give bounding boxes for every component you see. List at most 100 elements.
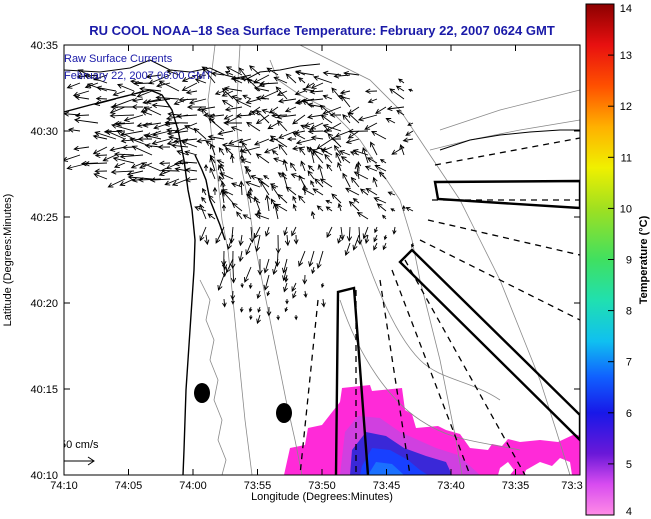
current-arrow — [298, 174, 306, 188]
current-arrow — [105, 130, 126, 140]
current-arrow — [254, 226, 261, 239]
colorbar-tick-label: 10 — [620, 203, 632, 215]
current-arrow — [294, 69, 315, 76]
current-arrow — [359, 188, 369, 196]
current-arrow — [253, 74, 270, 84]
current-arrow — [311, 266, 316, 275]
current-arrow — [326, 163, 333, 172]
x-tick-label: 73:35 — [502, 480, 530, 492]
current-arrow — [337, 202, 343, 212]
colorbar-tick-label: 5 — [626, 459, 632, 471]
current-arrow — [245, 193, 261, 204]
current-arrow — [271, 149, 279, 156]
current-arrow — [207, 213, 216, 220]
current-arrow — [225, 66, 243, 76]
current-arrow — [390, 208, 396, 212]
current-arrow — [325, 199, 333, 204]
overlay-date: February 22, 2007 06:00 GMT — [64, 70, 212, 82]
current-arrow — [322, 70, 342, 76]
current-arrow — [208, 117, 225, 132]
current-arrow — [145, 98, 171, 105]
current-arrow — [218, 147, 225, 156]
current-arrow — [257, 177, 270, 188]
current-arrow — [293, 234, 299, 245]
x-tick-label: 73:50 — [308, 480, 336, 492]
current-arrow — [240, 282, 244, 289]
current-arrow — [204, 234, 210, 246]
current-arrow — [245, 242, 252, 256]
current-arrow — [186, 104, 207, 110]
current-arrow — [185, 89, 198, 95]
current-arrow — [74, 112, 90, 119]
current-arrow — [248, 282, 253, 290]
current-arrow — [353, 171, 369, 180]
current-arrow — [143, 106, 162, 116]
current-arrow — [307, 114, 324, 120]
current-arrow — [160, 167, 180, 174]
current-arrow — [171, 143, 189, 149]
current-arrow — [137, 136, 153, 142]
current-arrow — [139, 162, 153, 169]
current-arrow — [278, 143, 288, 156]
current-arrow — [223, 120, 243, 126]
current-arrow — [382, 214, 387, 220]
current-arrow — [320, 148, 333, 156]
current-arrow — [92, 146, 108, 155]
current-arrow — [395, 85, 405, 92]
current-arrow — [229, 226, 235, 244]
current-arrow — [253, 195, 261, 212]
x-axis-label: Longitude (Degrees:Minutes) — [251, 491, 393, 503]
current-arrow — [249, 226, 255, 244]
current-arrow — [343, 70, 360, 77]
x-tick-label: 73:40 — [437, 480, 465, 492]
current-arrow — [250, 110, 261, 116]
current-arrow — [83, 161, 108, 167]
current-arrow — [164, 119, 189, 126]
current-arrow — [184, 150, 198, 156]
radial-spokes — [299, 137, 580, 475]
current-arrow — [291, 226, 297, 237]
current-arrow — [263, 274, 270, 291]
current-arrow — [131, 177, 144, 183]
current-arrow — [203, 163, 209, 171]
current-arrow — [249, 314, 253, 321]
current-arrow — [193, 127, 207, 140]
current-arrow — [273, 76, 288, 84]
current-arrow — [239, 154, 245, 164]
current-arrow — [396, 109, 405, 116]
x-tick-label: 73:45 — [373, 480, 401, 492]
current-arrow — [264, 194, 271, 212]
current-arrow — [222, 298, 227, 308]
current-arrow — [224, 106, 243, 112]
colorbar-tick-label: 9 — [626, 255, 632, 267]
current-arrow — [365, 187, 378, 196]
current-arrow — [291, 282, 297, 293]
current-arrow — [324, 153, 333, 164]
current-arrow — [364, 122, 378, 130]
current-arrow — [123, 114, 144, 122]
current-arrow — [240, 76, 261, 84]
y-tick-label: 40:20 — [30, 298, 58, 310]
current-arrow — [314, 178, 324, 188]
current-arrow — [322, 124, 342, 132]
current-arrow — [253, 138, 270, 146]
current-arrow — [201, 196, 207, 204]
colorbar-tick-label: 6 — [626, 408, 632, 420]
current-arrow — [320, 114, 333, 124]
colorbar-tick-label: 11 — [621, 152, 632, 164]
current-arrow — [319, 178, 333, 188]
current-arrow — [215, 226, 225, 244]
current-arrow — [174, 166, 189, 173]
current-arrow — [116, 121, 135, 127]
current-arrow — [405, 130, 414, 136]
current-arrow — [310, 135, 324, 141]
current-arrow — [310, 122, 324, 130]
current-arrow — [277, 193, 288, 204]
current-arrow — [267, 122, 279, 130]
current-arrow — [289, 162, 297, 172]
current-arrow — [389, 88, 405, 100]
current-arrow — [111, 123, 135, 132]
current-arrow — [364, 234, 370, 244]
current-arrow — [305, 82, 315, 88]
current-arrow — [378, 171, 387, 180]
